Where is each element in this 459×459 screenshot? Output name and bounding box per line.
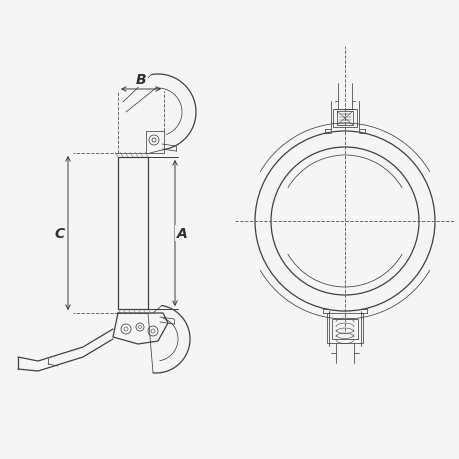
Text: A: A [176, 226, 187, 241]
Bar [326, 313, 362, 343]
Bar [331, 319, 357, 339]
Bar [332, 110, 356, 128]
Text: C: C [55, 226, 65, 241]
Text: B: B [135, 73, 146, 87]
Bar [146, 132, 164, 154]
Bar [336, 112, 352, 126]
